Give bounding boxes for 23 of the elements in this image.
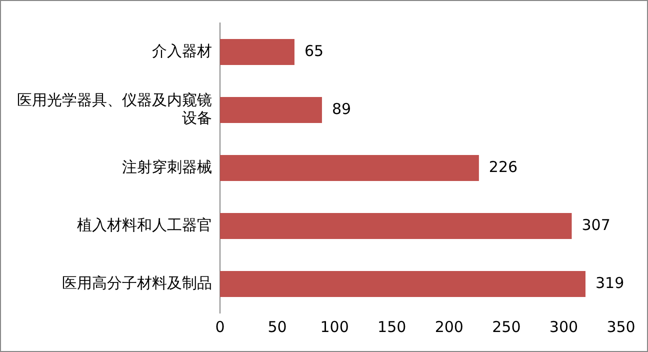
- y-tick-label: 医用高分子材料及制品: [62, 274, 212, 292]
- data-label: 226: [488, 158, 518, 176]
- bar: [220, 270, 586, 298]
- x-tick-label: 50: [268, 318, 287, 336]
- bar: [220, 212, 572, 240]
- x-tick-label: 100: [320, 318, 349, 336]
- x-tick-label: 250: [492, 318, 521, 336]
- bar: [220, 38, 294, 66]
- data-label: 319: [595, 274, 624, 292]
- data-label: 89: [332, 100, 352, 118]
- x-tick-label: 350: [606, 318, 636, 336]
- data-label: 307: [582, 216, 610, 234]
- y-tick-label: 医用光学器具、仪器及内窥镜设备: [17, 90, 212, 127]
- x-tick-label: 200: [434, 318, 464, 336]
- bar: [220, 154, 479, 182]
- x-tick-label: 0: [215, 318, 225, 336]
- y-tick-label: 介入器材: [152, 42, 212, 60]
- data-label: 65: [304, 42, 324, 60]
- y-tick-label: 注射穿刺器械: [122, 158, 212, 176]
- y-tick-label: 植入材料和人工器官: [77, 216, 212, 234]
- x-tick-label: 300: [549, 318, 578, 336]
- x-tick-label: 150: [378, 318, 406, 336]
- bar: [220, 96, 322, 124]
